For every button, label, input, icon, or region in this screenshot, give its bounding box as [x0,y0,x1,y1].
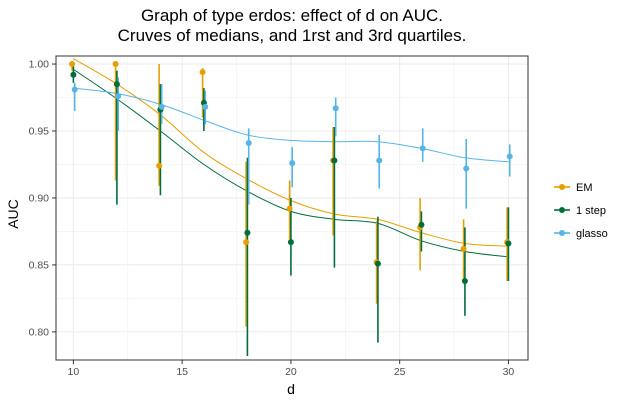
median-point-em [286,205,293,212]
median-point-glasso [115,93,122,100]
legend-label-em: EM [576,182,593,194]
x-tick-label: 20 [285,366,297,378]
legend-key-point-1-step [559,207,565,213]
median-point-1-step [70,71,77,78]
y-tick-label: 0.90 [29,192,50,204]
median-point-1-step [244,229,251,236]
median-point-1-step [374,260,381,267]
legend: EM 1 step glasso [554,182,608,240]
median-point-em [112,61,119,68]
y-axis-title: AUC [5,199,21,229]
median-point-glasso [289,160,296,167]
median-point-1-step [461,277,468,284]
median-point-1-step [113,81,120,88]
chart-title: Graph of type erdos: effect of d on AUC. [141,6,443,25]
median-point-em [460,245,467,252]
y-tick-label: 0.80 [29,326,50,338]
x-axis-ticks: 10 15 20 25 30 [68,360,515,378]
median-point-glasso [202,103,209,110]
median-point-glasso [245,140,252,147]
median-point-glasso [506,153,513,160]
plot-panel-border [55,55,529,361]
median-point-1-step [331,157,338,164]
x-tick-label: 10 [68,366,80,378]
median-point-glasso [332,105,339,112]
median-point-em [69,61,76,68]
x-tick-label: 15 [176,366,188,378]
median-point-em [243,239,250,246]
x-tick-label: 30 [503,366,515,378]
median-point-glasso [376,157,383,164]
median-point-1-step [287,239,294,246]
x-axis-title: d [287,381,295,397]
y-axis-ticks: 0.80 0.85 0.90 0.95 1.00 [29,59,56,338]
y-tick-label: 0.95 [29,125,50,137]
median-point-1-step [418,221,425,228]
x-tick-label: 25 [394,366,406,378]
smooth-curve-glasso [73,87,509,163]
median-point-em [199,69,206,76]
y-tick-label: 0.85 [29,259,50,271]
legend-label-1-step: 1 step [576,205,606,217]
legend-key-point-glasso [559,230,565,236]
median-point-glasso [463,165,470,172]
y-tick-label: 1.00 [29,59,50,71]
median-points [69,61,513,284]
chart-subtitle: Cruves of medians, and 1rst and 3rd quar… [118,26,467,45]
median-point-glasso [71,86,78,93]
median-point-glasso [158,103,165,110]
median-point-glasso [419,145,426,152]
legend-key-point-em [559,184,565,190]
median-point-em [156,162,163,169]
median-point-1-step [505,240,512,247]
legend-label-glasso: glasso [576,228,608,240]
